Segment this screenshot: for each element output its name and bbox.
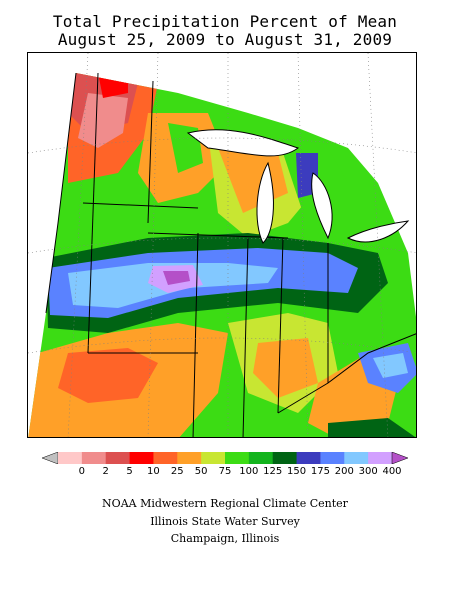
legend-swatch xyxy=(201,452,226,464)
legend-swatch xyxy=(320,452,345,464)
legend-tick-label: 10 xyxy=(147,466,160,477)
legend-swatch xyxy=(129,452,154,464)
zone-se-darkgreen xyxy=(328,418,416,437)
legend-swatch xyxy=(344,452,369,464)
precipitation-map xyxy=(27,52,417,438)
legend-tick-label: 400 xyxy=(382,466,402,477)
map-title: Total Precipitation Percent of Mean xyxy=(52,12,398,31)
legend-tick-label: 5 xyxy=(126,466,133,477)
map-svg xyxy=(28,53,416,437)
map-date-range: August 25, 2009 to August 31, 2009 xyxy=(57,30,393,49)
legend-tick-label: 150 xyxy=(287,466,307,477)
zone-nd-pink xyxy=(78,93,128,148)
zone-mo-red xyxy=(58,348,158,403)
legend-tick-label: 50 xyxy=(194,466,208,477)
legend-swatch xyxy=(272,452,298,464)
credit-org: NOAA Midwestern Regional Climate Center xyxy=(102,497,348,510)
legend-below-triangle xyxy=(42,452,59,464)
legend-tick-label: 175 xyxy=(310,466,330,477)
legend-tick-label: 300 xyxy=(358,466,378,477)
credit-location: Champaign, Illinois xyxy=(170,532,280,545)
great-lakes xyxy=(186,129,410,244)
legend-swatch xyxy=(248,452,274,464)
legend-tick-label: 2 xyxy=(102,466,109,477)
legend-tick-label: 100 xyxy=(239,466,259,477)
legend-tick-label: 125 xyxy=(263,466,283,477)
legend-swatch xyxy=(81,452,107,464)
legend-swatch xyxy=(368,452,393,464)
legend-color-bar xyxy=(42,452,408,464)
zone-oh-lightblue xyxy=(373,353,408,378)
legend-swatch xyxy=(105,452,131,464)
state-boundaries xyxy=(45,72,416,437)
legend-above-triangle xyxy=(391,452,408,464)
credit-survey: Illinois State Water Survey xyxy=(150,515,300,528)
legend-swatch xyxy=(296,452,321,464)
legend-tick-label: 200 xyxy=(334,466,354,477)
legend-swatch xyxy=(225,452,250,464)
legend-swatch xyxy=(153,452,178,464)
legend-swatch xyxy=(177,452,202,464)
legend-swatch xyxy=(58,452,83,464)
legend-tick-label: 25 xyxy=(170,466,184,477)
legend-tick-label: 0 xyxy=(78,466,86,477)
graticule xyxy=(28,53,416,437)
zone-ia-purple xyxy=(163,271,190,285)
legend-tick-label: 75 xyxy=(218,466,232,477)
zone-in-orange xyxy=(253,338,318,398)
